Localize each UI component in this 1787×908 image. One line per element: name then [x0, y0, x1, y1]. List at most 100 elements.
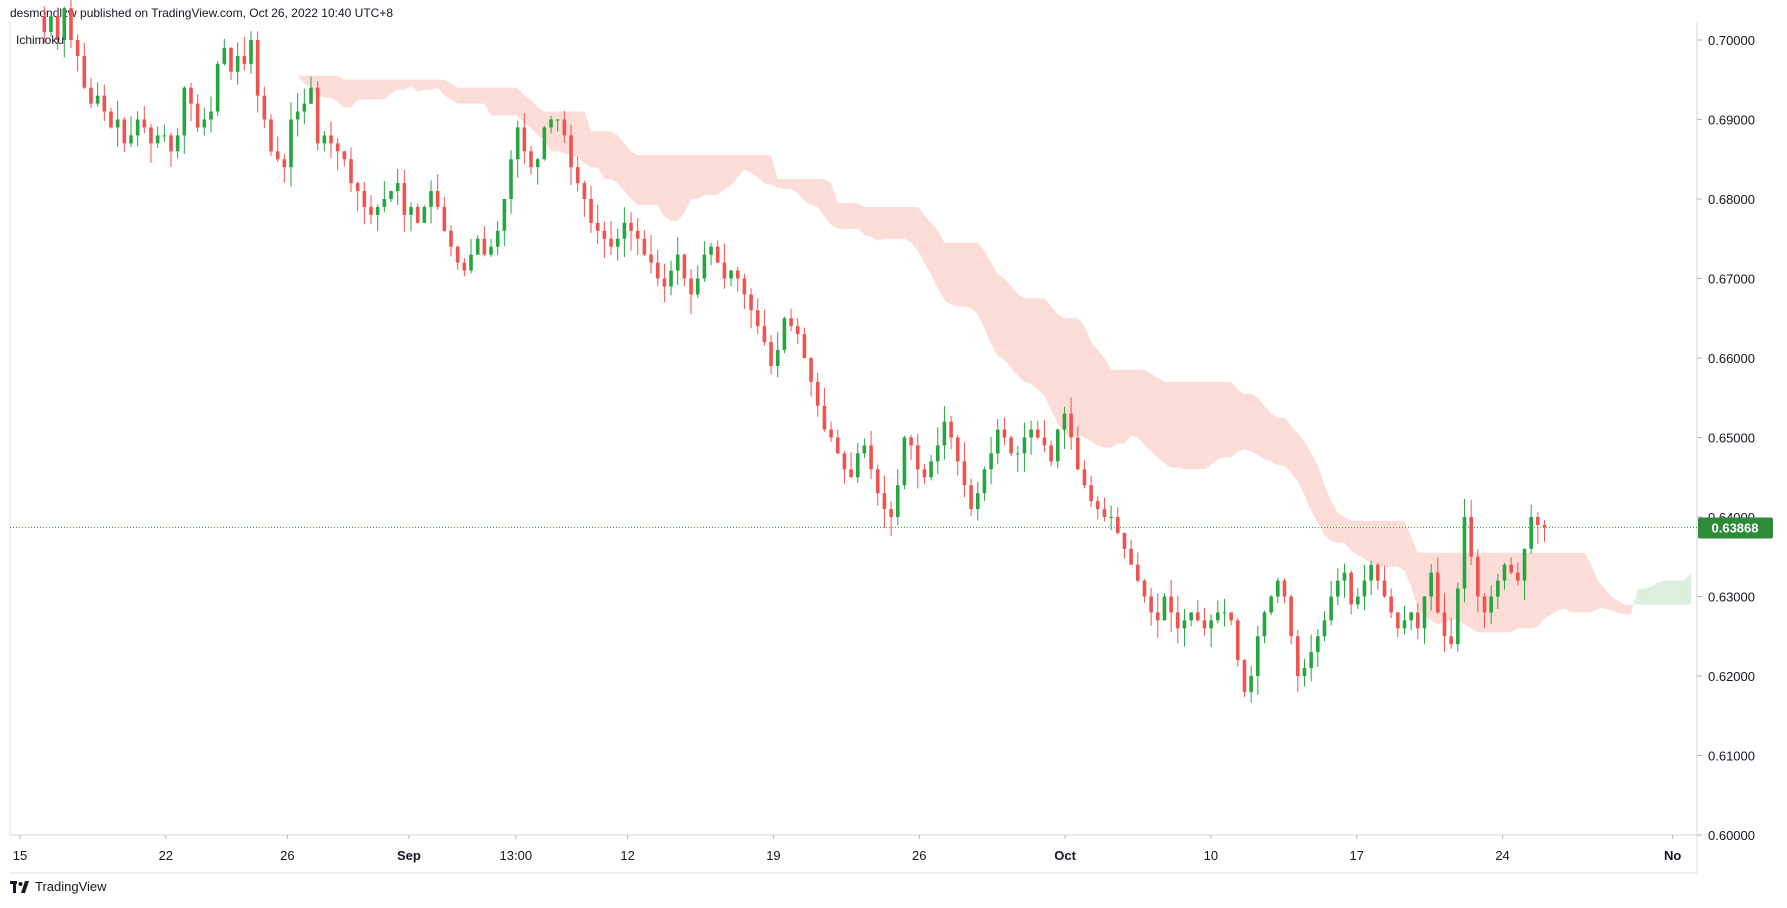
cloud-segment	[637, 155, 645, 205]
cloud-segment	[1351, 520, 1358, 555]
candle-body	[1115, 517, 1120, 533]
cloud-segment	[1071, 318, 1078, 438]
candle-body	[555, 119, 560, 121]
cloud-segment	[1004, 278, 1012, 368]
cloud-segment	[491, 87, 498, 116]
cloud-segment	[1197, 381, 1205, 470]
cloud-segment	[1557, 552, 1565, 611]
candle-body	[269, 119, 273, 152]
candle-body	[262, 95, 267, 120]
cloud-segment	[1077, 318, 1085, 438]
candles	[42, 0, 1547, 703]
cloud-segment	[384, 79, 392, 100]
candle-body	[1296, 636, 1300, 676]
cloud-segment	[1031, 298, 1038, 390]
candle-body	[549, 119, 553, 128]
cloud-segment	[1017, 294, 1025, 382]
cloud-segment	[391, 79, 398, 94]
x-tick-label: 13:00	[500, 848, 533, 863]
candle-body	[1329, 596, 1333, 621]
y-tick-label: 0.68000	[1708, 192, 1755, 207]
cloud-segment	[731, 155, 738, 186]
candle-body	[1502, 564, 1507, 581]
candle-body	[922, 469, 927, 478]
cloud-segment	[997, 274, 1005, 360]
candle-body	[1396, 612, 1400, 629]
candle-body	[1276, 580, 1280, 597]
candle-body	[1055, 429, 1060, 462]
cloud-segment	[1011, 286, 1018, 376]
cloud-segment	[477, 87, 485, 104]
candle-body	[49, 16, 53, 33]
candle-body	[235, 55, 240, 72]
cloud-segment	[444, 79, 452, 100]
cloud-segment	[851, 202, 858, 229]
cloud-segment	[797, 179, 805, 201]
candle-body	[782, 318, 787, 351]
cloud-segment	[631, 151, 638, 205]
x-tick-label: 17	[1350, 848, 1364, 863]
cloud-segment	[1097, 350, 1105, 448]
candle-body	[522, 127, 527, 152]
candle-body	[682, 254, 687, 279]
candle-body	[1422, 596, 1427, 629]
cloud-segment	[1264, 405, 1272, 462]
candle-body	[1129, 548, 1133, 565]
cloud-segment	[737, 155, 745, 178]
cloud-segment	[1644, 586, 1652, 605]
cloud-segment	[377, 79, 385, 100]
y-tick-label: 0.62000	[1708, 669, 1755, 684]
candle-body	[1382, 580, 1387, 597]
tradingview-logo[interactable]: TradingView	[10, 879, 107, 894]
cloud-segment	[771, 155, 778, 188]
candle-body	[1209, 620, 1213, 629]
candle-body	[1542, 524, 1547, 528]
candle-body	[635, 230, 640, 239]
cloud-segment	[684, 155, 692, 213]
cloud-segment	[1371, 520, 1378, 567]
y-tick-label: 0.60000	[1708, 828, 1755, 843]
cloud-segment	[551, 111, 558, 152]
x-tick-label: 19	[766, 848, 780, 863]
candle-body	[662, 278, 667, 287]
indicator-label[interactable]: Ichimoku	[16, 33, 64, 47]
cloud-segment	[1344, 517, 1352, 551]
candle-body	[729, 270, 733, 279]
cloud-segment	[697, 155, 705, 199]
cloud-segment	[224, 24, 231, 29]
cloud-segment	[1597, 580, 1605, 609]
candle-body	[122, 119, 127, 144]
cloud-segment	[1551, 552, 1558, 615]
cloud-segment	[1484, 552, 1492, 633]
candle-body	[735, 270, 740, 279]
candle-body	[1482, 596, 1487, 613]
cloud-segment	[1651, 582, 1658, 605]
candle-body	[689, 278, 693, 295]
cloud-segment	[1391, 520, 1398, 567]
cloud-segment	[337, 75, 345, 108]
cloud-segment	[1317, 465, 1325, 535]
candle-body	[962, 461, 967, 486]
candle-body	[1242, 660, 1247, 692]
cloud-segment	[624, 143, 632, 199]
cloud-segment	[244, 24, 251, 33]
cloud-segment	[584, 111, 592, 168]
cloud-segment	[864, 206, 872, 237]
candle-body	[355, 183, 360, 192]
candle-body	[442, 206, 447, 231]
cloud-segment	[344, 79, 352, 108]
candle-body	[215, 63, 220, 112]
candle-body	[1509, 564, 1513, 573]
cloud-segment	[1157, 377, 1165, 464]
candle-body	[1149, 596, 1153, 613]
y-tick-label: 0.61000	[1708, 749, 1755, 764]
candle-body	[1429, 572, 1433, 597]
candle-body	[189, 87, 193, 104]
cloud-segment	[1291, 425, 1298, 482]
cloud-segment	[1231, 381, 1238, 458]
candle-body	[1322, 620, 1327, 637]
cloud-segment	[1044, 298, 1052, 410]
candle-body	[242, 55, 247, 64]
candle-body	[202, 119, 207, 128]
